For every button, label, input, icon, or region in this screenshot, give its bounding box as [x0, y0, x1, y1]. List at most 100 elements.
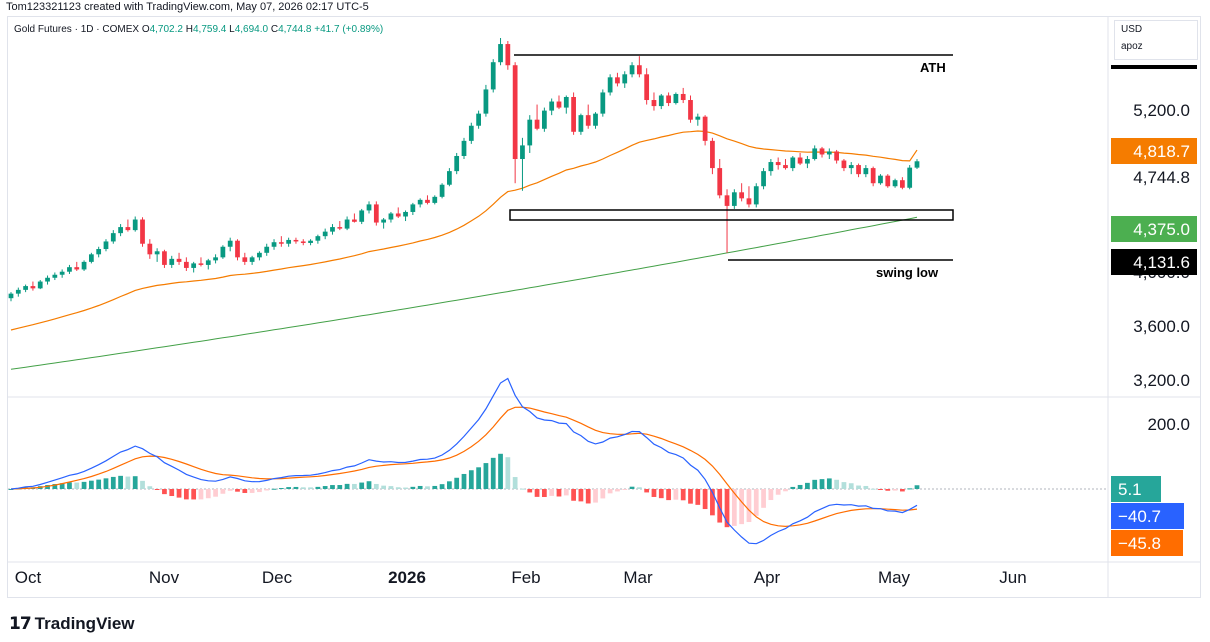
candle [483, 89, 489, 114]
macd-histogram-bar [162, 489, 167, 495]
macd-histogram-bar [366, 481, 372, 489]
candle [322, 231, 328, 237]
macd-histogram-bar [914, 485, 920, 489]
open-label: O [141, 24, 150, 35]
candle [739, 192, 745, 199]
macd-histogram-bar [227, 489, 233, 491]
macd-histogram-bar [417, 485, 423, 489]
macd-histogram-bar [330, 485, 335, 489]
macd-histogram-bar [8, 489, 14, 490]
macd-histogram-bar [680, 489, 686, 501]
currency-selector[interactable]: USD apoz [1114, 20, 1198, 60]
macd-histogram-bar [322, 486, 328, 489]
macd-histogram-bar [110, 476, 116, 489]
candle [783, 165, 788, 169]
macd-histogram-bar [118, 475, 123, 489]
candle [154, 251, 160, 255]
green-moving-average [10, 216, 918, 370]
currency-label: USD [1121, 24, 1143, 35]
candle [132, 219, 138, 231]
macd-histogram-bar [593, 489, 598, 503]
macd-histogram-bar [797, 484, 803, 489]
candle [373, 204, 379, 223]
close-label: C [270, 24, 279, 35]
macd-signal-line [10, 406, 918, 528]
candle [527, 119, 533, 146]
candle [191, 263, 197, 268]
candle [359, 210, 365, 222]
candle [30, 286, 36, 289]
macd-histogram-bar [695, 489, 701, 505]
candle [468, 125, 474, 141]
candle [249, 257, 255, 262]
macd-histogram-bar [278, 488, 284, 490]
candle [235, 240, 240, 258]
candle [578, 115, 584, 132]
macd-histogram-bar [286, 487, 292, 489]
macd-histogram-bar [490, 457, 496, 489]
candle [286, 239, 292, 244]
macd-histogram-bar [381, 485, 387, 489]
candle [856, 165, 861, 175]
candle [162, 251, 167, 265]
macd-histogram-bar [856, 485, 861, 489]
candle [74, 267, 80, 270]
orange-moving-average [10, 130, 918, 331]
candle [300, 241, 306, 243]
candle [746, 198, 752, 205]
candle [417, 199, 423, 205]
macd-histogram-bar [622, 489, 628, 490]
macd-histogram-bar [900, 489, 905, 492]
macd-histogram-bar [556, 489, 562, 497]
macd-histogram-bar [783, 489, 788, 492]
macd-histogram-bar [731, 489, 737, 526]
candle [476, 113, 481, 126]
macd-histogram-bar [534, 489, 540, 497]
macd-histogram-bar [183, 489, 189, 500]
candle [293, 239, 299, 242]
macd-histogram-bar [359, 482, 365, 489]
change-value: +41.7 (+0.89%) [314, 24, 384, 35]
macd-histogram-bar [140, 480, 145, 489]
macd-histogram-bar [264, 489, 270, 491]
candle [673, 93, 679, 104]
macd-histogram-bar [549, 489, 555, 496]
macd-histogram-bar [52, 484, 58, 489]
macd-histogram-bar [702, 489, 708, 510]
macd-histogram-bar [607, 489, 613, 494]
macd-histogram-bar [45, 485, 50, 489]
macd-histogram-bar [673, 489, 679, 500]
candle [278, 242, 284, 244]
macd-histogram-bar [96, 479, 102, 489]
macd-histogram-bar [527, 489, 533, 493]
price-label-text: 4,131.6 [1133, 253, 1190, 272]
macd-histogram-bar [476, 467, 481, 489]
candle [834, 151, 840, 161]
macd-histogram-bar [235, 489, 240, 492]
macd-histogram-bar [468, 470, 474, 489]
candle [768, 162, 774, 172]
macd-histogram-bar [710, 489, 715, 516]
macd-histogram-bar [271, 488, 277, 490]
candle [388, 213, 394, 220]
candle [498, 44, 503, 63]
open-value: 4,702.2 [149, 24, 183, 35]
macd-histogram-bar [571, 489, 576, 501]
axes: 5,200.04,000.03,600.03,200.0200.0OctNovD… [8, 17, 1200, 597]
axis-marker [1111, 65, 1197, 69]
low-value: 4,694.0 [234, 24, 269, 35]
macd-histogram-bar [819, 479, 825, 489]
macd-histogram-bar [103, 478, 109, 489]
brand-name: TradingView [34, 614, 135, 633]
macd-value-text: −45.8 [1118, 534, 1161, 553]
macd-histogram-bar [658, 489, 664, 499]
macd-histogram-bar [629, 486, 635, 489]
candle [315, 236, 321, 241]
candle [490, 62, 496, 90]
price-tick-label: 3,200.0 [1133, 371, 1190, 390]
low-label: L [229, 24, 235, 35]
candle [593, 113, 598, 126]
candle [812, 148, 818, 160]
macd-histogram-bar [125, 476, 131, 489]
